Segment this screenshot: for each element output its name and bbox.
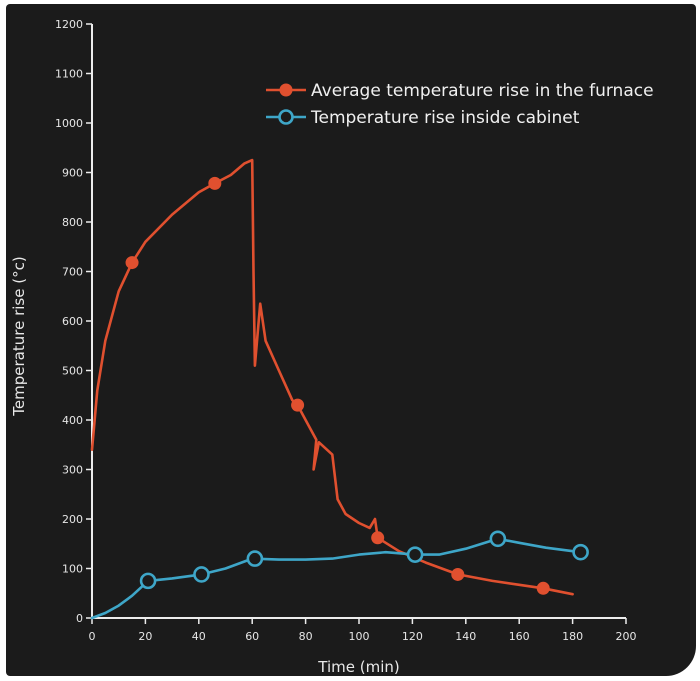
- series-1-point: [125, 256, 139, 270]
- x-tick-label: 60: [245, 630, 259, 643]
- series-1-point: [536, 581, 550, 595]
- x-tick-label: 120: [402, 630, 423, 643]
- x-tick-label: 0: [89, 630, 96, 643]
- y-tick-label: 1200: [55, 18, 83, 31]
- legend-marker-2: [278, 109, 294, 125]
- series-2-point: [489, 530, 507, 548]
- y-tick-label: 900: [62, 167, 83, 180]
- legend-label-2: Temperature rise inside cabinet: [310, 108, 580, 128]
- x-tick-label: 80: [299, 630, 313, 643]
- series-2-point: [193, 566, 210, 583]
- y-tick-label: 300: [62, 464, 83, 477]
- legend-label-1: Average temperature rise in the furnace: [311, 81, 654, 101]
- x-tick-label: 140: [455, 630, 476, 643]
- series-1-point: [208, 176, 222, 190]
- series-layer: [90, 158, 589, 620]
- y-tick-label: 100: [62, 563, 83, 576]
- axes: [86, 23, 627, 624]
- x-tick-label: 180: [562, 630, 583, 643]
- series-2-point: [139, 572, 157, 590]
- y-tick-label: 1100: [55, 68, 83, 81]
- series-1-point: [291, 398, 305, 412]
- series-line-2: [90, 537, 582, 620]
- y-axis-title: Temperature rise (°c): [10, 256, 28, 416]
- series-2-point: [246, 550, 264, 567]
- x-tick-label: 160: [509, 630, 530, 643]
- x-tick-label: 200: [616, 630, 637, 643]
- x-tick-label: 40: [192, 630, 206, 643]
- y-tick-label: 200: [62, 513, 83, 526]
- y-tick-label: 400: [62, 414, 83, 427]
- series-2-point: [406, 546, 424, 563]
- x-axis-title: Time (min): [317, 658, 399, 676]
- tick-labels: 0100200300400500600700800900100011001200…: [55, 18, 637, 643]
- y-tick-label: 1000: [55, 117, 83, 130]
- series-line-1: [90, 158, 574, 596]
- series-2-point: [572, 543, 589, 561]
- series-1-point: [371, 531, 385, 545]
- y-tick-label: 0: [76, 612, 83, 625]
- y-tick-label: 700: [62, 266, 83, 279]
- legend-marker-1: [279, 83, 293, 97]
- x-tick-label: 100: [349, 630, 370, 643]
- y-tick-label: 600: [62, 315, 83, 328]
- y-tick-label: 800: [62, 216, 83, 229]
- y-tick-label: 500: [62, 365, 83, 378]
- series-1-point: [451, 567, 465, 581]
- chart-background: [6, 4, 696, 676]
- x-tick-label: 20: [138, 630, 152, 643]
- legend: Average temperature rise in the furnace T…: [266, 81, 654, 128]
